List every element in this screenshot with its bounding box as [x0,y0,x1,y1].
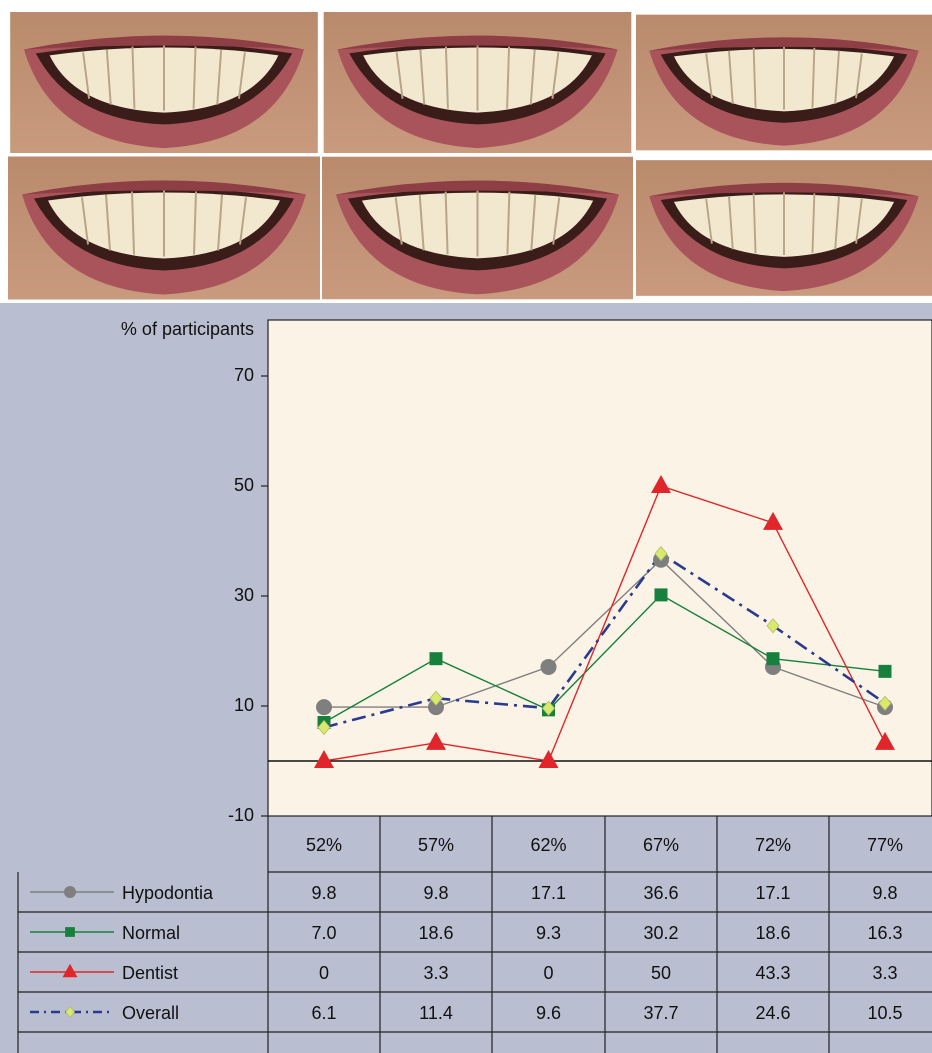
legend-entry: Hypodontia [30,883,214,903]
y-tick-label: 50 [234,475,254,495]
legend-label: Overall [122,1003,179,1023]
table-cell: 17.1 [531,883,566,903]
legend-entry: Overall [30,1003,179,1023]
marker [540,658,557,675]
x-tick-label: 77% [867,835,903,855]
marker [538,750,559,768]
table-cell: 37.7 [643,1003,678,1023]
table-cell: 6.1 [311,1003,336,1023]
table-cell: 0 [319,963,329,983]
table-cell: 43.3 [755,963,790,983]
marker [429,652,443,666]
legend-label: Dentist [122,963,178,983]
y-tick-label: 70 [234,365,254,385]
x-tick-label: 52% [306,835,342,855]
y-tick-label: 30 [234,585,254,605]
table-cell: 18.6 [418,923,453,943]
marker [654,546,668,562]
photo-grid [0,0,932,303]
table-cell: 3.3 [423,963,448,983]
marker [314,750,334,768]
legend-entry: Normal [30,923,180,943]
x-tick-label: 62% [530,835,566,855]
marker [541,700,556,716]
table-cell: 50 [651,963,671,983]
legend-label: Normal [122,923,180,943]
marker [651,475,671,493]
marker [763,511,783,530]
marker [878,695,892,711]
marker [766,618,780,634]
y-tick-label: 10 [234,695,254,715]
marker [429,690,443,706]
marker [766,652,780,666]
x-tick-label: 57% [418,835,454,855]
table-cell: 11.4 [419,1003,453,1023]
series-line [324,558,886,708]
marker [875,731,895,750]
table-cell: 36.6 [643,883,678,903]
table-cell: 9.3 [536,923,561,943]
x-tick-label: 67% [643,835,679,855]
table-cell: 18.6 [755,923,790,943]
marker [426,731,446,750]
legend-label: Hypodontia [122,883,214,903]
table-cell: 24.6 [755,1003,790,1023]
marker [317,719,331,736]
legend-marker [65,927,75,937]
marker [878,664,892,678]
table-cell: 9.8 [423,883,448,903]
legend-marker [64,886,76,898]
plot-area [267,319,932,817]
legend-marker [62,963,78,978]
table-cell: 17.1 [755,883,790,903]
series-line [323,485,886,762]
table-cell: 7.0 [311,923,336,943]
table-cell: 16.3 [867,923,902,943]
y-tick-label: -10 [228,805,254,825]
marker [316,699,332,716]
marker [428,699,444,716]
table-cell: 9.6 [536,1003,561,1023]
marker [654,588,668,602]
table-cell: 10.5 [867,1003,902,1023]
legend-entry: Dentist [30,963,178,983]
table-cell: 3.3 [872,963,897,983]
table-cell: 0 [543,963,553,983]
table-cell: 9.8 [872,883,897,903]
series-line [323,551,886,729]
table-cell: 30.2 [643,923,678,943]
table-cell: 9.8 [311,883,336,903]
x-tick-label: 72% [755,835,791,855]
y-axis-label: % of participants [121,319,254,339]
legend-marker [64,1006,76,1018]
series-line [323,594,886,724]
